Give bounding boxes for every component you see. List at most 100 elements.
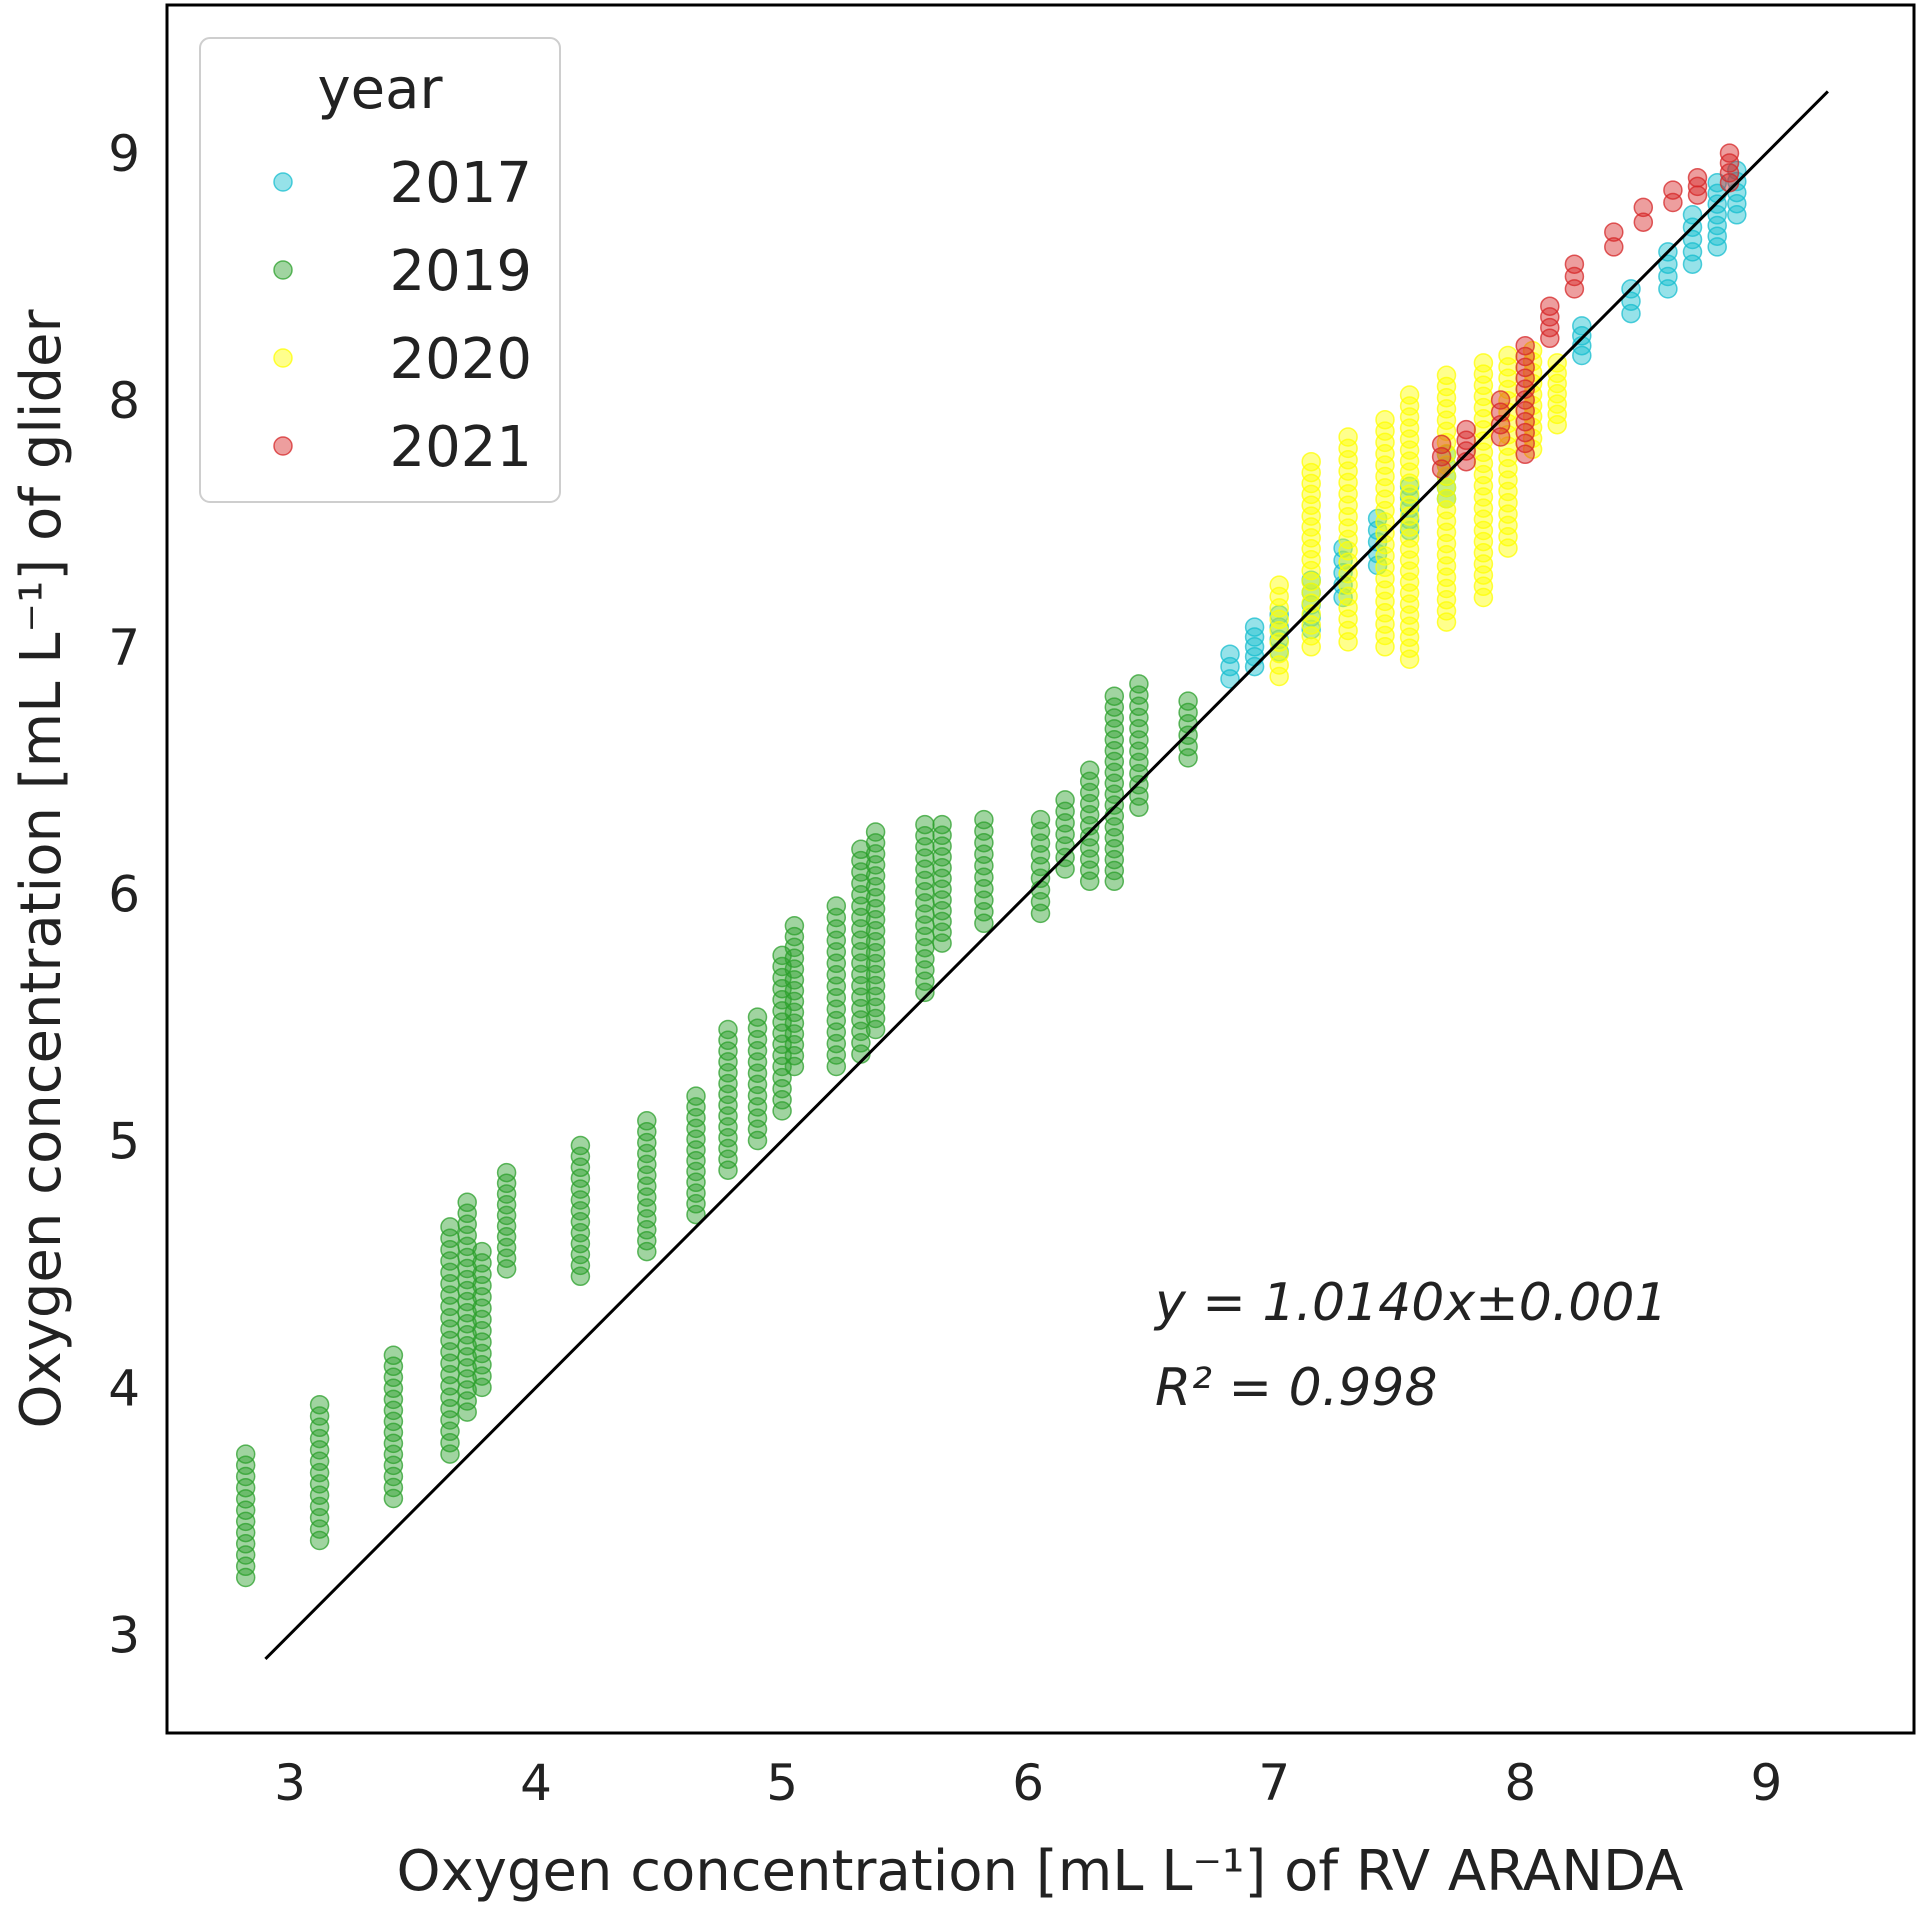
data-point xyxy=(1399,539,1420,559)
data-point xyxy=(1399,594,1420,614)
legend-marker xyxy=(273,436,293,456)
data-point xyxy=(1498,470,1518,490)
data-point xyxy=(472,1287,492,1307)
data-point xyxy=(309,1428,330,1449)
data-point xyxy=(1338,495,1358,516)
x-tick-label: 6 xyxy=(1012,1754,1044,1812)
data-point xyxy=(1338,609,1358,629)
data-point xyxy=(865,822,886,842)
data-point xyxy=(1338,586,1358,607)
data-point xyxy=(784,1056,805,1077)
data-point xyxy=(718,1041,738,1061)
data-point xyxy=(1301,528,1321,548)
legend-marker xyxy=(273,348,293,368)
data-point xyxy=(1301,604,1321,624)
data-point xyxy=(496,1248,517,1268)
data-point xyxy=(1540,317,1560,338)
plot-frame xyxy=(165,3,1916,1735)
data-point xyxy=(1375,512,1395,532)
data-point xyxy=(235,1522,256,1543)
data-point xyxy=(570,1135,591,1156)
data-point xyxy=(1727,193,1747,214)
data-point xyxy=(1129,797,1149,818)
data-point xyxy=(1456,441,1476,461)
data-point xyxy=(1338,484,1358,504)
data-point xyxy=(496,1162,517,1183)
data-point xyxy=(851,987,871,1007)
data-point xyxy=(865,888,886,908)
data-point xyxy=(637,1154,657,1175)
series-2021 xyxy=(1431,143,1740,479)
data-point xyxy=(1104,697,1125,717)
data-point xyxy=(1473,375,1494,396)
data-point xyxy=(1436,477,1457,498)
data-point xyxy=(637,1241,657,1262)
data-point xyxy=(309,1440,330,1460)
data-point xyxy=(1682,205,1703,225)
data-point xyxy=(851,907,871,928)
data-point xyxy=(1399,429,1420,449)
data-point xyxy=(1473,509,1494,530)
data-point xyxy=(851,1010,871,1030)
data-point xyxy=(718,1117,738,1137)
data-point xyxy=(1515,411,1535,432)
data-point xyxy=(747,1130,768,1151)
data-point xyxy=(472,1366,492,1386)
data-point xyxy=(1473,531,1494,552)
data-point xyxy=(915,949,935,969)
data-point xyxy=(1375,591,1395,612)
data-point xyxy=(1498,538,1518,558)
data-point xyxy=(932,868,952,889)
data-point xyxy=(1301,571,1321,592)
data-point xyxy=(1104,860,1125,881)
data-point xyxy=(1399,550,1420,570)
data-point xyxy=(1030,809,1051,830)
data-point xyxy=(1436,533,1457,554)
data-point xyxy=(1572,345,1592,366)
data-point xyxy=(784,970,805,990)
data-point xyxy=(826,953,847,974)
data-point xyxy=(1490,390,1511,410)
data-point xyxy=(1547,373,1567,394)
data-point xyxy=(1375,568,1395,589)
data-point xyxy=(826,896,847,916)
data-point xyxy=(457,1192,477,1213)
data-point xyxy=(1572,316,1592,336)
data-point xyxy=(1473,543,1494,563)
data-point xyxy=(915,826,935,846)
data-point xyxy=(686,1172,706,1193)
data-point xyxy=(457,1203,477,1224)
data-point xyxy=(1178,748,1198,768)
data-point xyxy=(235,1500,256,1520)
data-point xyxy=(496,1173,517,1194)
data-point xyxy=(496,1227,517,1247)
data-point xyxy=(1399,418,1420,438)
data-point xyxy=(1707,205,1727,225)
data-point xyxy=(1436,601,1457,621)
data-point xyxy=(235,1545,256,1565)
data-point xyxy=(1436,567,1457,588)
data-point xyxy=(784,959,805,979)
data-point xyxy=(1104,719,1125,739)
data-point xyxy=(851,998,871,1019)
y-tick-label: 9 xyxy=(108,125,140,183)
data-point xyxy=(1375,478,1395,498)
data-point xyxy=(1436,399,1457,419)
legend-label: 2017 xyxy=(389,151,532,216)
series-2019 xyxy=(235,674,1198,1588)
data-point xyxy=(1079,838,1100,858)
data-point xyxy=(637,1132,657,1153)
data-point xyxy=(747,1097,768,1117)
data-point xyxy=(686,1129,706,1149)
data-point xyxy=(1547,384,1567,404)
data-point xyxy=(784,916,805,936)
data-point xyxy=(457,1369,477,1389)
data-point xyxy=(1301,615,1321,635)
fit-equation: y = 1.0140x±0.001 xyxy=(1153,1273,1668,1333)
data-point xyxy=(1719,163,1740,183)
data-point xyxy=(1399,407,1420,427)
data-point xyxy=(1079,793,1100,814)
data-point xyxy=(826,987,847,1008)
legend-label: 2019 xyxy=(389,239,532,304)
data-point xyxy=(915,960,935,980)
